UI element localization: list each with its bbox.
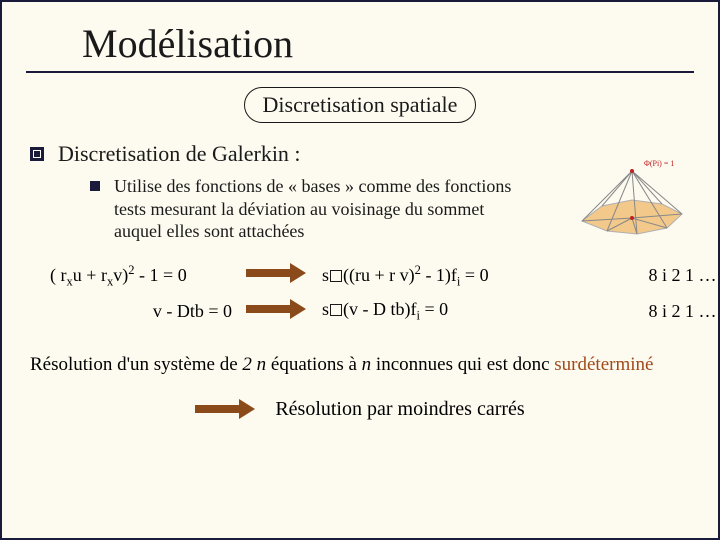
- basis-function-figure: Φ(Pi) = 1: [572, 156, 692, 246]
- arrow-icon: [246, 265, 306, 281]
- bullet-icon: [30, 147, 44, 161]
- conclusion-2-row: Résolution par moindres carrés: [26, 398, 694, 421]
- figure-label: Φ(Pi) = 1: [644, 159, 674, 168]
- arrow-icon: [246, 301, 306, 317]
- equation-row-1: ( rxu + rxv)2 - 1 = 0 s((ru + r v)2 - 1)…: [50, 263, 694, 290]
- domain-integral-icon: [330, 270, 342, 282]
- arrow-icon: [195, 401, 255, 417]
- galerkin-para: Utilise des fonctions de « bases » comme…: [114, 175, 514, 243]
- spatial-box-row: Discretisation spatiale: [26, 87, 694, 123]
- eq1-left: ( rxu + rxv)2 - 1 = 0: [50, 263, 240, 290]
- bullet-small-icon: [90, 181, 100, 191]
- eq1-mid: s((ru + r v)2 - 1)fi = 0: [322, 263, 582, 290]
- arrow-2: [246, 301, 316, 322]
- slide-title: Modélisation: [82, 20, 694, 67]
- arrow-1: [246, 265, 316, 286]
- spatial-box: Discretisation spatiale: [244, 87, 477, 123]
- equations-block: ( rxu + rxv)2 - 1 = 0 s((ru + r v)2 - 1)…: [50, 263, 694, 324]
- eq2-left: v - Dtb = 0: [50, 301, 240, 322]
- conclusion-2: Résolution par moindres carrés: [275, 398, 524, 421]
- domain-integral-icon: [330, 304, 342, 316]
- conclusion-line: Résolution d'un système de 2 n équations…: [30, 354, 694, 376]
- eq2-right: 8 i 2 1 … n: [588, 301, 720, 322]
- slide: Modélisation Discretisation spatiale Dis…: [0, 0, 720, 540]
- equation-row-2: v - Dtb = 0 s(v - D tb)fi = 0 8 i 2 1 … …: [50, 299, 694, 324]
- eq1-right: 8 i 2 1 … n: [588, 265, 720, 286]
- eq2-mid: s(v - D tb)fi = 0: [322, 299, 582, 324]
- galerkin-heading: Discretisation de Galerkin :: [58, 141, 301, 167]
- title-underline: [26, 71, 694, 73]
